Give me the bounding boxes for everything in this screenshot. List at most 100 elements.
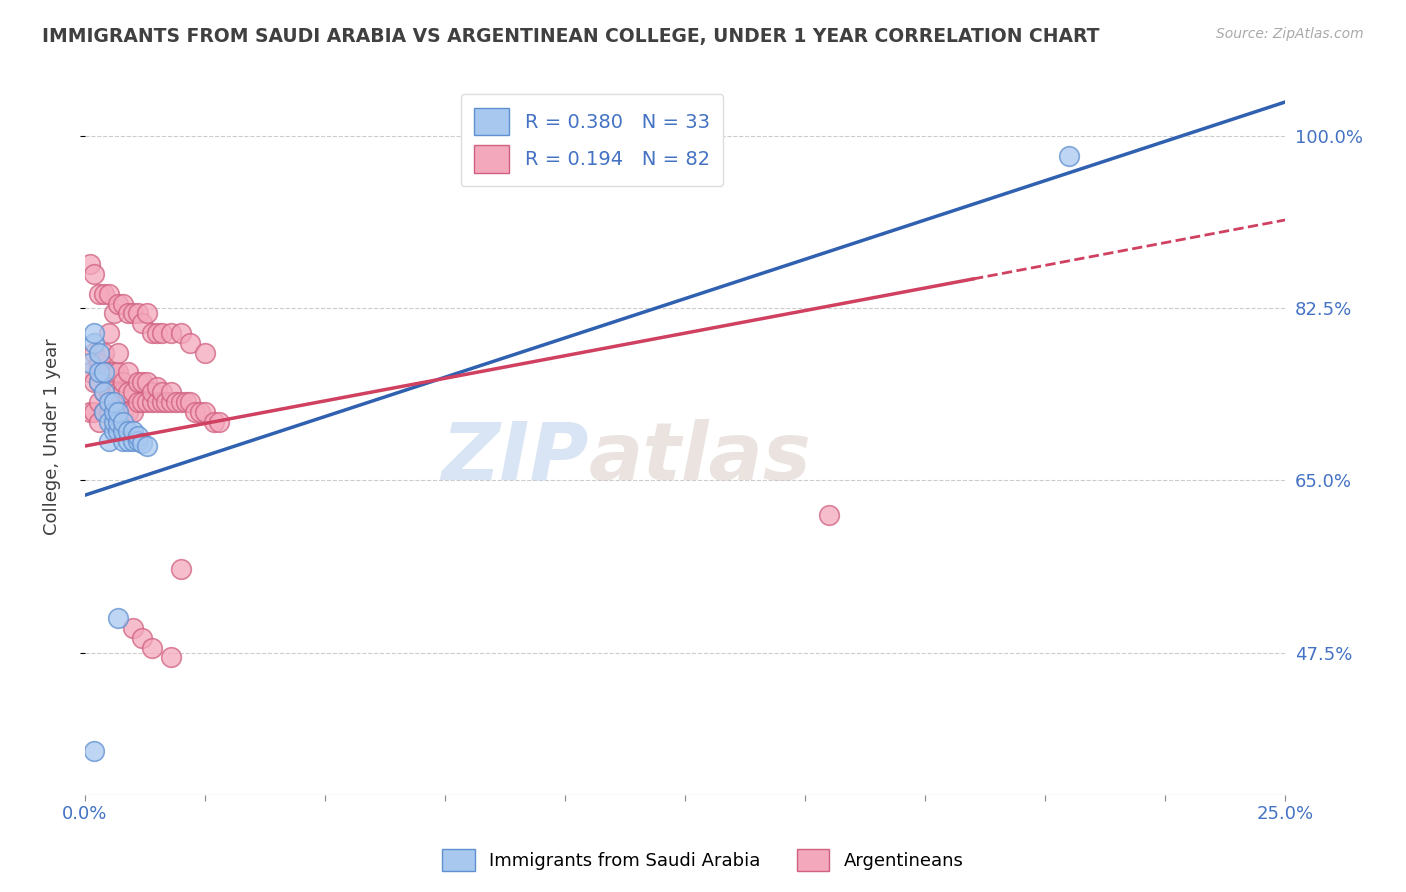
Point [112, 425, 135, 439]
Point [107, 425, 129, 439]
Point [121, 384, 143, 399]
Point [145, 380, 167, 394]
Point [107, 405, 129, 419]
Point [188, 405, 211, 419]
Point [89, 286, 111, 301]
Point [89, 375, 111, 389]
Point [103, 425, 125, 439]
Point [93, 405, 115, 419]
Point [127, 306, 149, 320]
Point [155, 394, 177, 409]
Point [136, 439, 159, 453]
Point [136, 306, 159, 320]
Point [141, 394, 163, 409]
Point [112, 384, 135, 399]
Point [121, 425, 143, 439]
Point [117, 306, 139, 320]
Point [93, 384, 115, 399]
Point [160, 394, 183, 409]
Point [103, 405, 125, 419]
Point [208, 415, 231, 429]
Point [170, 326, 193, 340]
Point [97, 415, 120, 429]
Point [121, 306, 143, 320]
Point [170, 394, 193, 409]
Y-axis label: College, Under 1 year: College, Under 1 year [44, 338, 60, 534]
Point [194, 345, 217, 359]
Point [136, 394, 159, 409]
Point [170, 562, 193, 576]
Point [818, 508, 841, 522]
Point [107, 365, 129, 379]
Point [97, 286, 120, 301]
Point [117, 365, 139, 379]
Point [131, 436, 153, 450]
Point [179, 394, 201, 409]
Legend: R = 0.380   N = 33, R = 0.194   N = 82: R = 0.380 N = 33, R = 0.194 N = 82 [461, 95, 724, 186]
Text: ZIP: ZIP [441, 418, 589, 497]
Point [117, 434, 139, 449]
Point [127, 434, 149, 449]
Point [131, 375, 153, 389]
Point [83, 267, 105, 281]
Point [160, 650, 183, 665]
Point [127, 429, 149, 443]
Point [89, 355, 111, 369]
Point [179, 335, 201, 350]
Point [127, 394, 149, 409]
Point [150, 384, 173, 399]
Point [83, 335, 105, 350]
Point [107, 296, 129, 310]
Point [112, 296, 135, 310]
Point [121, 621, 143, 635]
Point [112, 415, 135, 429]
Point [1057, 149, 1080, 163]
Point [83, 405, 105, 419]
Point [184, 405, 207, 419]
Point [89, 394, 111, 409]
Point [141, 384, 163, 399]
Point [93, 345, 115, 359]
Point [202, 415, 225, 429]
Text: IMMIGRANTS FROM SAUDI ARABIA VS ARGENTINEAN COLLEGE, UNDER 1 YEAR CORRELATION CH: IMMIGRANTS FROM SAUDI ARABIA VS ARGENTIN… [42, 27, 1099, 45]
Point [112, 405, 135, 419]
Point [79, 365, 101, 379]
Point [103, 394, 125, 409]
Point [93, 384, 115, 399]
Point [145, 394, 167, 409]
Point [131, 394, 153, 409]
Point [79, 257, 101, 271]
Point [103, 306, 125, 320]
Point [165, 394, 187, 409]
Point [79, 405, 101, 419]
Point [145, 326, 167, 340]
Point [103, 415, 125, 429]
Point [112, 434, 135, 449]
Point [121, 434, 143, 449]
Point [89, 345, 111, 359]
Point [83, 345, 105, 359]
Point [141, 640, 163, 655]
Point [93, 365, 115, 379]
Point [150, 326, 173, 340]
Point [79, 355, 101, 369]
Point [112, 375, 135, 389]
Point [93, 405, 115, 419]
Point [107, 611, 129, 625]
Point [160, 326, 183, 340]
Point [89, 375, 111, 389]
Point [107, 415, 129, 429]
Point [141, 326, 163, 340]
Point [131, 631, 153, 645]
Point [194, 405, 217, 419]
Text: Source: ZipAtlas.com: Source: ZipAtlas.com [1216, 27, 1364, 41]
Point [150, 394, 173, 409]
Point [97, 434, 120, 449]
Point [97, 384, 120, 399]
Legend: Immigrants from Saudi Arabia, Argentineans: Immigrants from Saudi Arabia, Argentinea… [434, 842, 972, 879]
Point [117, 405, 139, 419]
Point [97, 365, 120, 379]
Point [107, 345, 129, 359]
Point [89, 365, 111, 379]
Point [127, 375, 149, 389]
